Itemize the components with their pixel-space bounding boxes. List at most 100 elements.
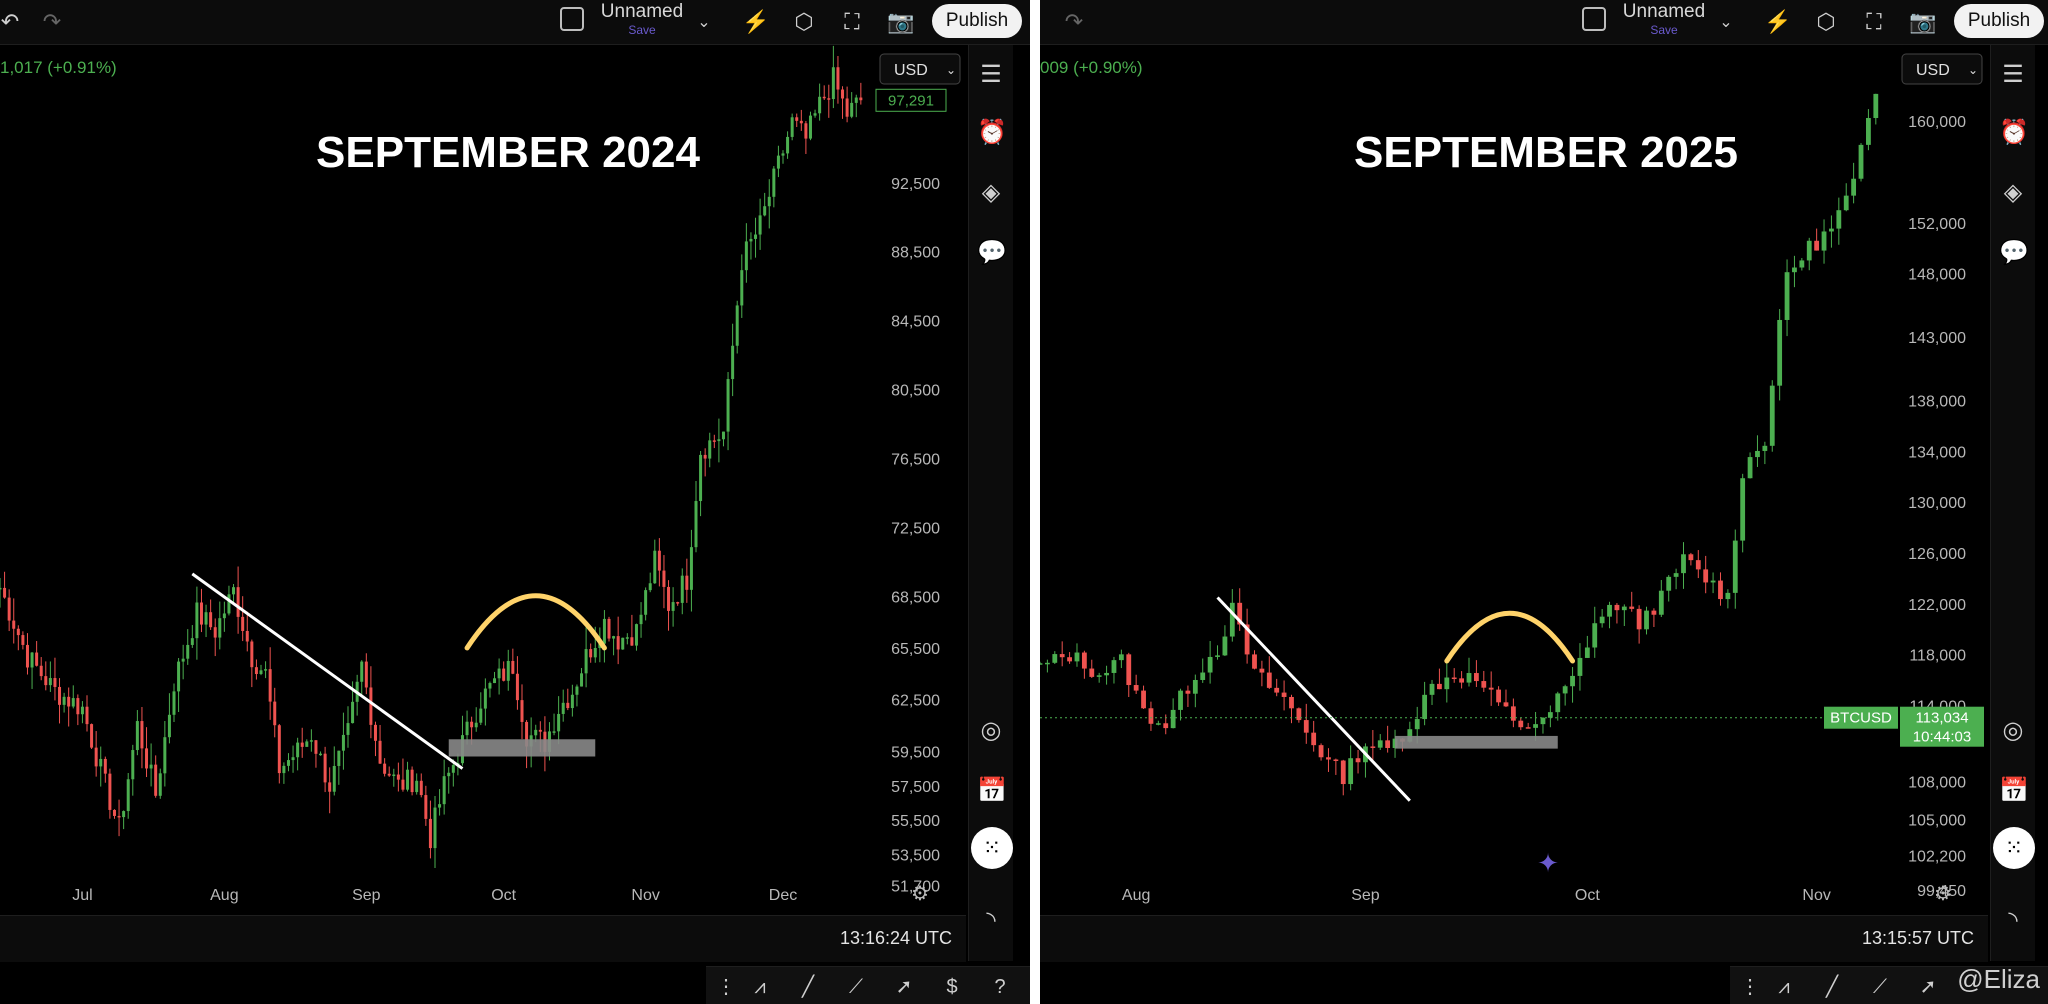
watchlist-icon[interactable]: ☰ [2002,61,2024,88]
candle [1503,689,1509,708]
x-axis: Jul Aug Sep Oct Nov Dec [72,887,797,904]
candle [268,647,272,720]
layout-name-block[interactable]: Unnamed Save [592,0,692,36]
drawing-toolstrip: ⋮ ⩘ ╱ ⟋ ➚ $ ? [706,966,1030,1004]
candle [841,86,845,119]
target-icon[interactable]: ◎ [980,717,1002,744]
alarm-clock-icon[interactable]: ⏰ [977,119,1007,146]
help-icon[interactable]: ? [994,976,1006,998]
x-tick-label: Nov [631,887,659,904]
apps-grid-icon[interactable]: ⁙ [1993,827,2035,869]
line-tool-icon[interactable]: ╱ [801,976,815,998]
candle [1614,603,1620,624]
svg-text:113,034: 113,034 [1915,710,1968,727]
currency-select[interactable]: USD ⌄ [1901,53,1983,85]
chevron-down-icon[interactable]: ⌄ [1719,14,1733,31]
camera-icon[interactable]: 📷 [887,9,915,34]
y-tick-label: 62,500 [891,693,940,710]
undo-icon[interactable]: ↶ [0,9,20,34]
candle [1488,671,1494,706]
candle [721,431,725,447]
candle [1547,705,1553,728]
drag-handle-icon[interactable]: ⋮ [716,976,736,998]
candle [236,566,240,634]
candle [1089,659,1095,678]
redo-icon[interactable]: ↷ [42,9,62,34]
alert-icon[interactable]: ⚡ [742,9,770,34]
target-icon[interactable]: ◎ [2002,717,2024,744]
ray-tool-icon[interactable]: ⟋ [1873,976,1887,998]
dollar-tag-icon[interactable]: $ [946,976,958,998]
layout-icon[interactable] [1582,7,1606,31]
line-tool-icon[interactable]: ╱ [1825,976,1839,998]
candle [1289,694,1294,724]
price-chart[interactable]: 1,017 (+0.91%) USD ⌄ SEPTEMBER 2024 92,5… [0,45,966,915]
candle [758,198,762,250]
candle [1215,645,1220,660]
candle [1481,670,1487,692]
save-label[interactable]: Save [1650,23,1678,37]
candle [364,653,368,695]
pattern-tool-icon[interactable]: ⩘ [1778,976,1790,998]
fullscreen-icon[interactable]: ⛶ [844,9,860,34]
broadcast-icon[interactable]: ◝ [986,907,996,934]
chat-icon[interactable]: 💬 [977,239,1007,266]
layout-name-block[interactable]: Unnamed Save [1614,0,1714,36]
candle [1104,665,1109,685]
settings-hex-icon[interactable]: ⬡ [1816,9,1836,34]
price-chart[interactable]: 009 (+0.90%) USD ⌄ SEPTEMBER 2025 160,00… [1040,45,1988,915]
utc-time[interactable]: 13:16:24 UTC [839,928,952,948]
settings-hex-icon[interactable]: ⬡ [794,9,814,34]
candle [474,707,478,732]
candle [465,710,469,745]
fullscreen-icon[interactable]: ⛶ [1866,9,1882,34]
currency-select[interactable]: USD ⌄ [879,53,961,85]
cursor-icon[interactable]: ➚ [895,976,913,998]
gear-icon[interactable]: ⚙ [1934,883,1952,905]
candle [277,724,281,784]
symbol-price-tag[interactable]: BTCUSD 113,034 10:44:03 [1824,706,1984,747]
publish-button[interactable]: Publish [1954,4,2044,38]
calendar-icon[interactable]: 📅 [1999,777,2029,804]
publish-button[interactable]: Publish [932,4,1022,38]
chevron-down-icon[interactable]: ⌄ [697,14,711,31]
cursor-icon[interactable]: ➚ [1919,976,1937,998]
apps-grid-icon[interactable]: ⁙ [971,827,1013,869]
pattern-tool-icon[interactable]: ⩘ [754,976,766,998]
candle [1851,162,1857,204]
gear-icon[interactable]: ⚙ [911,883,929,905]
chat-icon[interactable]: 💬 [1999,239,2029,266]
ai-assist-icon[interactable]: ✦ [1537,848,1559,878]
candle [1192,674,1198,708]
camera-icon[interactable]: 📷 [1909,9,1937,34]
candle [483,678,487,726]
layers-icon[interactable]: ◈ [2003,179,2023,206]
candle [1688,552,1694,566]
drag-handle-icon[interactable]: ⋮ [1740,976,1760,998]
candle [314,740,318,768]
alert-icon[interactable]: ⚡ [1764,9,1792,34]
layout-icon[interactable] [560,7,584,31]
broadcast-icon[interactable]: ◝ [2008,907,2018,934]
candle [726,372,730,451]
candle [1473,660,1479,687]
alarm-clock-icon[interactable]: ⏰ [1999,119,2029,146]
redo-icon[interactable]: ↷ [1064,9,1084,34]
y-tick-label: 126,000 [1908,546,1966,563]
candle [1584,635,1590,658]
candle [808,111,812,141]
candle [1429,679,1435,705]
candle [103,756,107,783]
layers-icon[interactable]: ◈ [981,179,1001,206]
candle [1814,228,1820,251]
watchlist-icon[interactable]: ☰ [980,61,1002,88]
candle [827,84,831,118]
candle [1178,688,1183,721]
calendar-icon[interactable]: 📅 [977,777,1007,804]
save-label[interactable]: Save [628,23,656,37]
candle [94,731,98,777]
candle [644,587,648,621]
candle [145,727,149,778]
utc-time[interactable]: 13:15:57 UTC [1861,928,1974,948]
ray-tool-icon[interactable]: ⟋ [849,976,863,998]
